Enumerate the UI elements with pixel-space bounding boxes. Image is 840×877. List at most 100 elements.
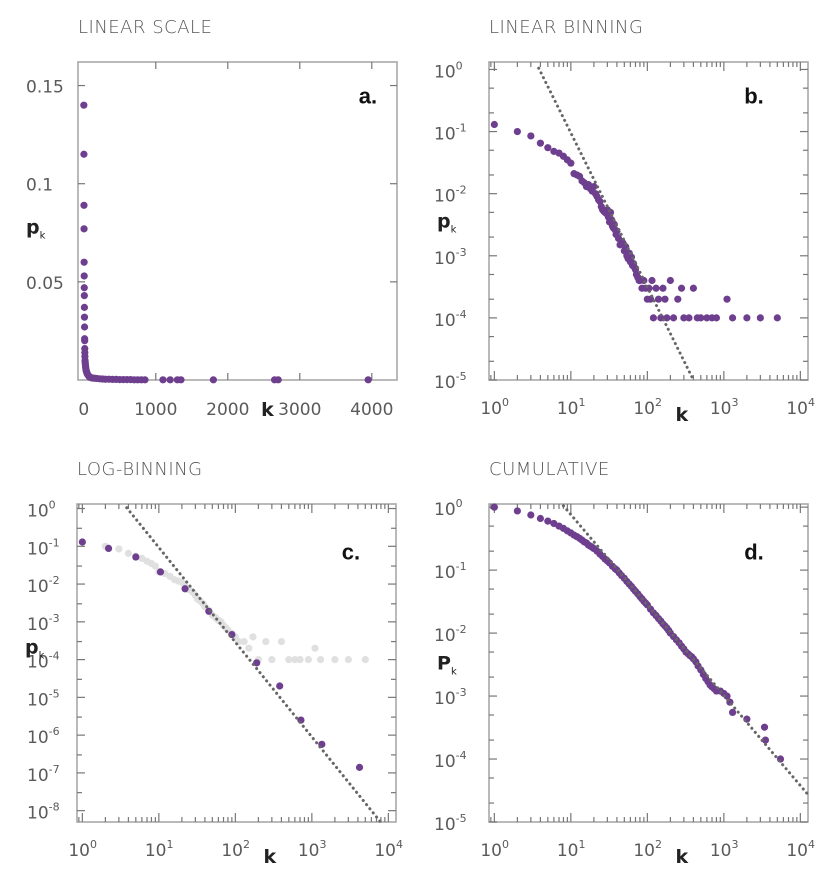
x-tick-label: 104 <box>786 396 815 419</box>
data-point <box>652 284 660 292</box>
series-p-k <box>80 101 372 384</box>
x-tick-label: 4000 <box>350 400 393 420</box>
data-point <box>723 295 731 303</box>
data-point <box>249 633 257 641</box>
data-point <box>291 656 299 664</box>
y-tick-label: 10-1 <box>434 122 467 145</box>
series-linear-binned-background- <box>101 542 369 664</box>
fit-line <box>537 66 695 382</box>
x-tick-label: 102 <box>221 838 250 861</box>
plot-area <box>490 66 781 382</box>
x-tick-label: 0 <box>78 400 89 420</box>
data-point <box>166 376 174 384</box>
y-tick-label: 10-2 <box>434 184 467 207</box>
plot-area <box>78 506 385 826</box>
y-tick-label: 10-4 <box>434 749 467 772</box>
data-point <box>674 295 682 303</box>
data-point <box>78 538 86 546</box>
data-point <box>364 376 372 384</box>
data-point <box>723 692 731 700</box>
y-tick-label: 10-2 <box>27 574 60 597</box>
plot-frame <box>77 61 398 381</box>
series-p-k <box>490 120 781 322</box>
data-point <box>712 314 721 322</box>
data-point <box>115 545 123 553</box>
data-point <box>743 314 751 322</box>
data-point <box>513 507 521 515</box>
x-axis-label: k <box>261 399 274 421</box>
x-tick-label: 104 <box>786 838 815 861</box>
data-point <box>697 314 705 322</box>
data-point <box>680 314 688 322</box>
panel-letter: d. <box>744 540 764 565</box>
x-tick-label: 3000 <box>278 400 321 420</box>
data-point <box>151 562 159 570</box>
y-axis-label: pk <box>26 217 46 242</box>
data-point <box>141 376 149 384</box>
data-point <box>689 284 698 292</box>
data-point <box>536 514 545 523</box>
y-tick-label: 0.1 <box>26 176 53 196</box>
data-point <box>761 736 770 744</box>
data-point <box>262 637 270 646</box>
data-point <box>177 376 185 384</box>
data-point <box>80 303 89 311</box>
data-point <box>80 258 88 266</box>
y-tick-label: 0.15 <box>26 78 64 98</box>
x-axis-label: k <box>263 846 276 868</box>
y-tick-label: 100 <box>27 499 56 522</box>
y-axis-label: Pk <box>437 652 457 677</box>
data-point <box>536 139 545 147</box>
data-point <box>728 314 737 322</box>
data-point <box>649 314 658 322</box>
data-point <box>80 201 88 209</box>
x-tick-label: 101 <box>557 396 586 419</box>
panel-letter: c. <box>342 540 360 565</box>
data-point <box>159 376 167 384</box>
data-point <box>245 644 253 652</box>
data-point <box>311 644 319 652</box>
y-axis-label: pk <box>25 636 45 661</box>
y-tick-label: 10-3 <box>434 686 467 709</box>
plot-frame <box>488 503 809 823</box>
panel-letter: a. <box>359 83 377 108</box>
panel-title: LINEAR SCALE <box>78 17 212 38</box>
data-point <box>355 763 364 771</box>
data-point <box>80 313 89 321</box>
data-point <box>80 101 88 109</box>
panel-b: LINEAR BINNING 100 101 102 103 104 100 10-1 10-2… <box>434 17 815 426</box>
y-tick-label: 10-3 <box>27 612 60 635</box>
data-point <box>648 276 656 285</box>
series-log-binned-p-k <box>78 538 364 771</box>
data-point <box>80 150 88 158</box>
data-point <box>773 314 781 322</box>
x-tick-label: 101 <box>557 838 586 861</box>
data-point <box>666 276 674 285</box>
data-point <box>567 159 575 167</box>
x-tick-label: 1000 <box>134 400 177 420</box>
plot-frame <box>488 61 809 381</box>
data-point <box>253 659 261 667</box>
data-point <box>527 511 535 519</box>
data-point <box>156 568 165 576</box>
y-tick-label: 10-5 <box>434 812 467 835</box>
x-axis-label: k <box>675 846 688 868</box>
data-point <box>316 656 325 664</box>
data-point <box>490 120 498 129</box>
y-tick-label: 100 <box>434 497 463 520</box>
panel-title: LINEAR BINNING <box>489 17 643 38</box>
data-point <box>80 284 88 292</box>
panel-letter: b. <box>744 83 764 108</box>
x-tick-label: 103 <box>710 838 739 861</box>
y-tick-label: 10-5 <box>434 370 467 393</box>
x-axis-label: k <box>675 404 688 426</box>
panel-a: LINEAR SCALE 0 1000 2000 3000 4000 0.05 0.1 0.15… <box>26 17 398 421</box>
data-point <box>80 272 88 280</box>
data-point <box>132 553 140 561</box>
fit-line <box>125 506 385 826</box>
data-point <box>544 517 552 525</box>
data-point <box>703 314 711 322</box>
data-point <box>124 549 133 557</box>
data-point <box>760 723 769 731</box>
